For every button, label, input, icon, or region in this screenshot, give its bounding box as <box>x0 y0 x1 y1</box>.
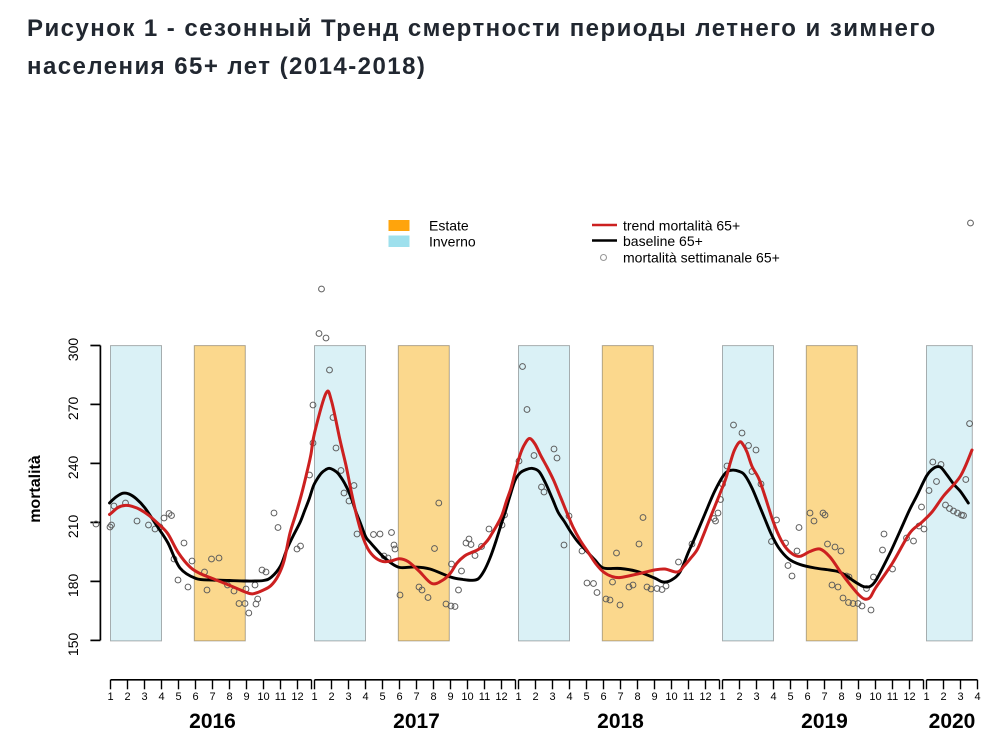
svg-text:3: 3 <box>957 691 963 703</box>
svg-text:2020: 2020 <box>929 710 976 733</box>
svg-text:6: 6 <box>192 691 198 703</box>
svg-text:8: 8 <box>838 691 844 703</box>
svg-text:2: 2 <box>124 691 130 703</box>
svg-text:2: 2 <box>328 691 334 703</box>
svg-text:mortalità: mortalità <box>27 455 44 523</box>
svg-text:mortalità settimanale 65+: mortalità settimanale 65+ <box>623 250 780 266</box>
svg-text:4: 4 <box>566 691 572 703</box>
svg-text:5: 5 <box>583 691 589 703</box>
svg-text:4: 4 <box>158 691 164 703</box>
svg-text:11: 11 <box>275 691 286 703</box>
svg-text:5: 5 <box>175 691 181 703</box>
svg-text:2019: 2019 <box>801 710 848 733</box>
svg-text:2: 2 <box>940 691 946 703</box>
svg-text:1: 1 <box>107 691 113 703</box>
svg-text:12: 12 <box>291 691 303 703</box>
svg-text:Estate: Estate <box>429 218 469 234</box>
svg-text:5: 5 <box>787 691 793 703</box>
svg-text:7: 7 <box>413 691 419 703</box>
svg-text:180: 180 <box>65 574 81 598</box>
svg-text:1: 1 <box>311 691 317 703</box>
svg-text:Inverno: Inverno <box>429 234 476 250</box>
svg-text:210: 210 <box>65 515 81 539</box>
svg-text:9: 9 <box>447 691 453 703</box>
svg-text:1: 1 <box>719 691 725 703</box>
svg-text:6: 6 <box>804 691 810 703</box>
svg-text:8: 8 <box>430 691 436 703</box>
svg-text:4: 4 <box>770 691 776 703</box>
svg-text:3: 3 <box>141 691 147 703</box>
svg-text:11: 11 <box>683 691 694 703</box>
svg-text:trend mortalità 65+: trend mortalità 65+ <box>623 218 740 234</box>
svg-text:4: 4 <box>974 691 980 703</box>
svg-text:7: 7 <box>821 691 827 703</box>
svg-text:2: 2 <box>736 691 742 703</box>
svg-text:4: 4 <box>362 691 368 703</box>
svg-text:3: 3 <box>345 691 351 703</box>
svg-text:8: 8 <box>634 691 640 703</box>
svg-text:2017: 2017 <box>393 710 440 733</box>
svg-text:baseline 65+: baseline 65+ <box>623 233 703 249</box>
svg-text:9: 9 <box>651 691 657 703</box>
svg-text:10: 10 <box>869 691 881 703</box>
svg-text:9: 9 <box>855 691 861 703</box>
svg-text:2016: 2016 <box>189 710 236 733</box>
svg-text:6: 6 <box>396 691 402 703</box>
svg-text:10: 10 <box>665 691 677 703</box>
svg-text:1: 1 <box>515 691 521 703</box>
svg-text:7: 7 <box>617 691 623 703</box>
svg-text:10: 10 <box>257 691 269 703</box>
svg-text:240: 240 <box>65 456 81 480</box>
svg-text:6: 6 <box>600 691 606 703</box>
svg-text:10: 10 <box>461 691 473 703</box>
svg-text:12: 12 <box>699 691 711 703</box>
svg-text:7: 7 <box>209 691 215 703</box>
svg-text:3: 3 <box>549 691 555 703</box>
svg-text:11: 11 <box>479 691 490 703</box>
svg-text:5: 5 <box>379 691 385 703</box>
svg-text:300: 300 <box>65 338 81 362</box>
svg-text:2: 2 <box>532 691 538 703</box>
svg-text:9: 9 <box>243 691 249 703</box>
svg-text:12: 12 <box>903 691 915 703</box>
svg-text:150: 150 <box>65 633 81 657</box>
svg-text:2018: 2018 <box>597 710 644 733</box>
svg-text:12: 12 <box>495 691 507 703</box>
svg-text:270: 270 <box>65 397 81 421</box>
svg-text:1: 1 <box>923 691 929 703</box>
svg-text:11: 11 <box>887 691 898 703</box>
svg-text:8: 8 <box>226 691 232 703</box>
svg-text:3: 3 <box>753 691 759 703</box>
